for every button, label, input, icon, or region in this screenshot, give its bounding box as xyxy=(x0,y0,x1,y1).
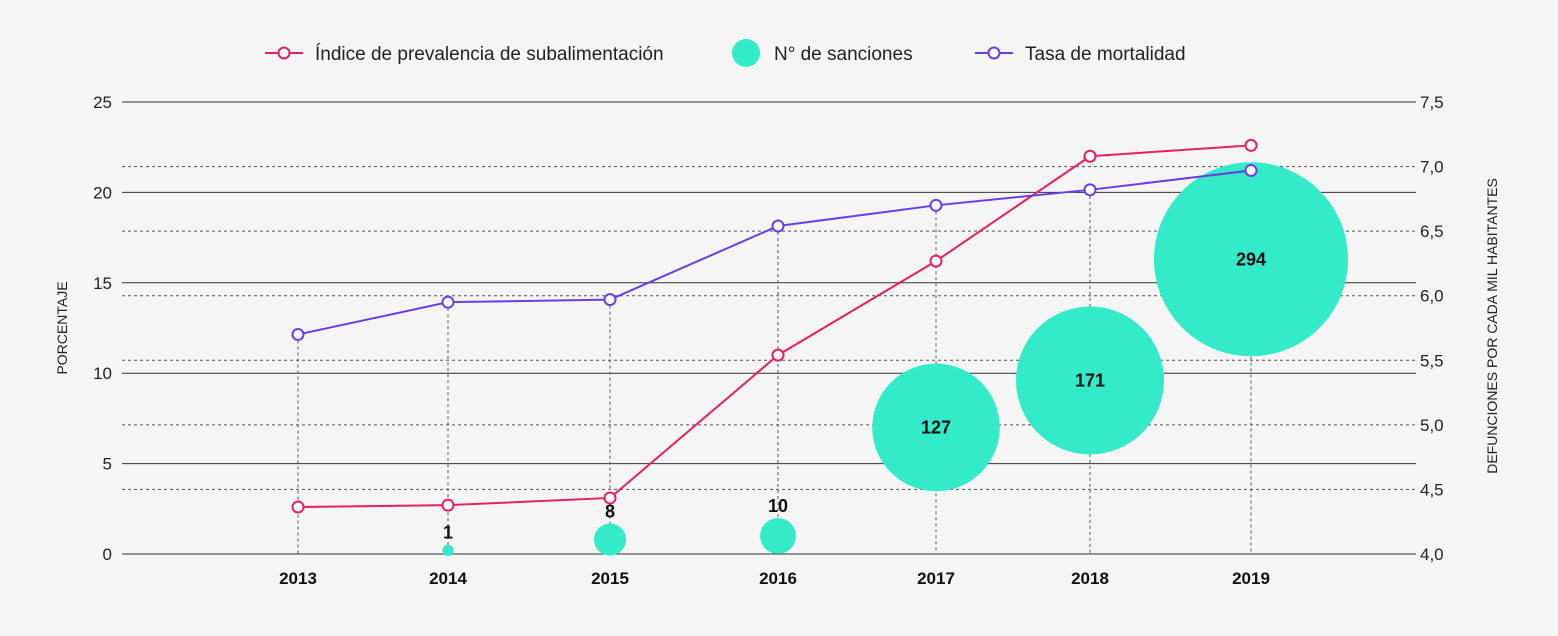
series-point xyxy=(1083,183,1097,197)
x-tick-label: 2016 xyxy=(759,569,797,588)
series-point xyxy=(771,348,785,362)
x-tick-label: 2014 xyxy=(429,569,467,588)
legend-label: N° de sanciones xyxy=(774,44,913,65)
left-tick-label: 0 xyxy=(103,545,112,564)
legend-swatch-bubble xyxy=(732,39,760,67)
right-tick-label: 4,5 xyxy=(1420,480,1444,499)
x-tick-label: 2015 xyxy=(591,569,629,588)
series-point xyxy=(603,491,617,505)
right-tick-label: 7,0 xyxy=(1420,158,1444,177)
series-point xyxy=(929,198,943,212)
tick-labels: 0 5 10 15 20 25 4,0 4,5 5,0 5,5 6,0 6,5 7,0 7,5 PORCEN… xyxy=(54,93,1500,588)
left-axis-title: PORCENTAJE xyxy=(54,281,70,374)
series-point xyxy=(291,500,305,514)
bubble xyxy=(760,518,796,554)
bubble xyxy=(593,523,627,556)
grid xyxy=(122,101,1416,555)
legend: Índice de prevalencia de subalimentación… xyxy=(265,39,1186,67)
x-tick-label: 2013 xyxy=(279,569,317,588)
bubble-label: 294 xyxy=(1236,249,1266,269)
bubble xyxy=(1154,162,1348,357)
line-series xyxy=(291,138,1258,514)
bubble-label: 171 xyxy=(1075,370,1105,390)
x-tick-label: 2018 xyxy=(1071,569,1109,588)
left-tick-label: 25 xyxy=(93,93,112,112)
right-tick-label: 5,5 xyxy=(1420,351,1444,370)
right-axis-title: DEFUNCIONES POR CADA MIL HABITANTES xyxy=(1484,178,1500,474)
series-point xyxy=(1083,149,1097,163)
right-tick-label: 6,5 xyxy=(1420,222,1444,241)
bubble xyxy=(442,544,454,557)
bubbles-series: 1 8 10 127 171 294 xyxy=(442,162,1348,557)
right-tick-label: 5,0 xyxy=(1420,416,1444,435)
legend-label: Tasa de mortalidad xyxy=(1025,44,1186,65)
left-tick-label: 20 xyxy=(93,183,112,202)
series-point xyxy=(929,254,943,268)
series-point xyxy=(1244,138,1258,152)
right-tick-label: 6,0 xyxy=(1420,287,1444,306)
bubble xyxy=(1016,306,1164,455)
series-point xyxy=(603,293,617,307)
bubble-label: 127 xyxy=(921,417,951,437)
legend-swatch-marker xyxy=(987,46,1001,60)
series-point xyxy=(291,327,305,341)
bubble-label: 10 xyxy=(768,496,788,516)
left-tick-label: 15 xyxy=(93,274,112,293)
left-tick-label: 10 xyxy=(93,364,112,383)
series-point xyxy=(441,498,455,512)
series-point xyxy=(441,295,455,309)
legend-label: Índice de prevalencia de subalimentación xyxy=(315,44,664,65)
legend-swatch-marker xyxy=(277,46,291,60)
bubble xyxy=(872,363,1000,492)
bubble-label: 8 xyxy=(605,502,615,522)
x-tick-label: 2017 xyxy=(917,569,955,588)
x-tick-label: 2019 xyxy=(1232,569,1270,588)
series-point xyxy=(1244,163,1258,177)
bubble-label: 1 xyxy=(443,523,453,543)
left-tick-label: 5 xyxy=(103,455,112,474)
series-point xyxy=(771,219,785,233)
right-tick-label: 7,5 xyxy=(1420,93,1444,112)
right-tick-label: 4,0 xyxy=(1420,545,1444,564)
